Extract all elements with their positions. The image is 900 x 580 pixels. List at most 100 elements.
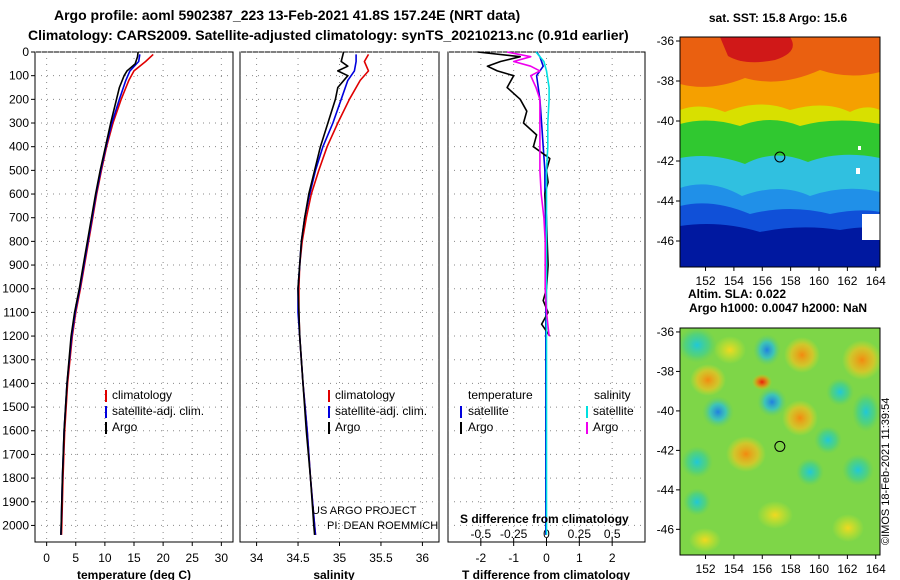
sla-map-panel: Altim. SLA: 0.022 Argo h1000: 0.0047 h20…: [657, 287, 886, 576]
lat-tick-label: -36: [657, 34, 675, 48]
salinity-x-axis-label: salinity: [313, 568, 355, 580]
legend-label-temp-satellite: satellite: [468, 404, 509, 418]
lon-tick-label: 164: [866, 274, 886, 288]
sst-map-ticks: 152 154 156 158 160 162 164 -36 -38 -40 -42 -44 -46: [657, 34, 886, 288]
depth-tick-label: 100: [9, 69, 29, 83]
legend-title-temperature: temperature: [468, 388, 533, 402]
temperature-profile-panel: 0100200300400500600700800900100011001200…: [2, 45, 234, 580]
series-line-salinity-argo: [506, 51, 550, 337]
sst-map-title: sat. SST: 15.8 Argo: 15.6: [709, 11, 848, 25]
lat-tick-label: -38: [657, 74, 675, 88]
temperature-series: [60, 51, 154, 535]
lon-tick-label: 158: [781, 274, 801, 288]
sst-field: [680, 37, 880, 267]
depth-tick-label: 1500: [2, 400, 29, 414]
x-tick-label: 15: [127, 551, 141, 565]
difference-legend: temperature satellite Argo salinity sate…: [460, 388, 634, 434]
lat-tick-label: -46: [657, 234, 675, 248]
x-tick-label: 0: [543, 551, 550, 565]
legend-label-climatology: climatology: [335, 388, 395, 402]
lon-tick-label: 152: [696, 562, 716, 576]
lon-tick-label: 162: [837, 562, 857, 576]
temperature-axis-ticks: 0 5 10 15 20 25 30: [43, 542, 228, 565]
depth-tick-label: 600: [9, 187, 29, 201]
title-line-1: Argo profile: aoml 5902387_223 13-Feb-20…: [54, 7, 521, 23]
sla-map-title: Altim. SLA: 0.022: [688, 287, 786, 301]
depth-axis-ticks: 0 100 200 300 400 500 600 700 800 900 1000 1100 1200…: [2, 45, 35, 532]
series-line-argo: [297, 51, 349, 535]
x-tick-label: 2: [609, 551, 616, 565]
lon-tick-label: 156: [752, 562, 772, 576]
salinity-plot-frame: [239, 51, 440, 543]
lat-tick-label: -44: [657, 483, 675, 497]
x-tick-label: 35.5: [369, 551, 393, 565]
s-tick-label: -0.5: [470, 527, 491, 541]
lat-tick-label: -42: [657, 443, 675, 457]
s-tick-label: -0.25: [500, 527, 528, 541]
depth-tick-label: 1000: [2, 282, 29, 296]
depth-tick-label: 1700: [2, 447, 29, 461]
pi-annotation: PI: DEAN ROEMMICH: [327, 520, 438, 532]
sla-map-frame: [679, 327, 881, 556]
title-line-2: Climatology: CARS2009. Satellite-adjuste…: [28, 27, 629, 43]
depth-tick-label: 700: [9, 211, 29, 225]
argo-float-marker: [774, 440, 786, 452]
legend-label-sal-argo: Argo: [593, 420, 619, 434]
lon-tick-label: 154: [724, 274, 744, 288]
x-tick-label: 20: [156, 551, 170, 565]
depth-tick-label: 800: [9, 234, 29, 248]
t-difference-axis-label: T difference from climatology: [462, 568, 630, 580]
x-tick-label: 25: [186, 551, 200, 565]
lon-tick-label: 154: [724, 562, 744, 576]
project-annotation: US ARGO PROJECT: [312, 505, 417, 517]
temperature-x-axis-label: temperature (deg C): [77, 568, 191, 580]
depth-tick-label: 1100: [3, 305, 29, 319]
x-tick-label: 10: [98, 551, 112, 565]
sst-map-frame: [679, 36, 881, 268]
argo-float-marker: [774, 151, 786, 163]
lat-tick-label: -40: [657, 114, 675, 128]
sla-map-ticks: 152 154 156 158 160 162 164 -36 -38 -40 -42 -44 -46: [657, 325, 886, 576]
x-tick-label: 35: [333, 551, 347, 565]
missing-data-pixel: [858, 146, 861, 150]
x-tick-label: -1: [508, 551, 519, 565]
temperature-plot-frame: [34, 51, 234, 543]
lat-tick-label: -40: [657, 404, 675, 418]
lat-tick-label: -44: [657, 194, 675, 208]
depth-tick-label: 1600: [2, 424, 29, 438]
lon-tick-label: 160: [809, 562, 829, 576]
s-tick-label: 0.25: [568, 527, 592, 541]
land-mask: [862, 214, 880, 240]
lon-tick-label: 162: [837, 274, 857, 288]
salinity-grid: [240, 51, 439, 542]
x-tick-label: -2: [475, 551, 486, 565]
lon-tick-label: 160: [809, 274, 829, 288]
depth-tick-label: 900: [9, 258, 29, 272]
argo-height-readout: Argo h1000: 0.0047 h2000: NaN: [689, 301, 867, 315]
depth-tick-label: 2000: [2, 518, 29, 532]
legend-title-salinity: salinity: [594, 388, 631, 402]
x-tick-label: 34: [250, 551, 264, 565]
difference-series: [477, 51, 551, 535]
x-tick-label: 1: [576, 551, 583, 565]
temperature-grid: [35, 51, 233, 542]
lon-tick-label: 164: [866, 562, 886, 576]
legend-label-satellite-adj: satellite-adj. clim.: [335, 404, 427, 418]
legend-label-argo: Argo: [335, 420, 361, 434]
s-difference-axis-label: S difference from climatology: [460, 512, 629, 526]
legend-label-climatology: climatology: [112, 388, 172, 402]
depth-tick-label: 1300: [2, 353, 29, 367]
lon-tick-label: 152: [696, 274, 716, 288]
lat-tick-label: -36: [657, 325, 675, 339]
lon-tick-label: 156: [752, 274, 772, 288]
legend-label-satellite-adj: satellite-adj. clim.: [112, 404, 204, 418]
x-tick-label: 5: [72, 551, 79, 565]
t-difference-axis-ticks: -2 -1 0 1 2: [475, 542, 616, 565]
x-tick-label: 34.5: [286, 551, 310, 565]
lat-tick-label: -46: [657, 522, 675, 536]
salinity-legend: climatology satellite-adj. clim. Argo: [328, 388, 427, 434]
x-tick-label: 36: [416, 551, 430, 565]
salinity-profile-panel: 34 34.5 35 35.5 36 climatology satellite-adj…: [239, 51, 440, 580]
difference-profile-panel: -2 -1 0 1 2 -0.5 -0.25 0 0.25 0.5 temperature sa…: [447, 51, 646, 580]
